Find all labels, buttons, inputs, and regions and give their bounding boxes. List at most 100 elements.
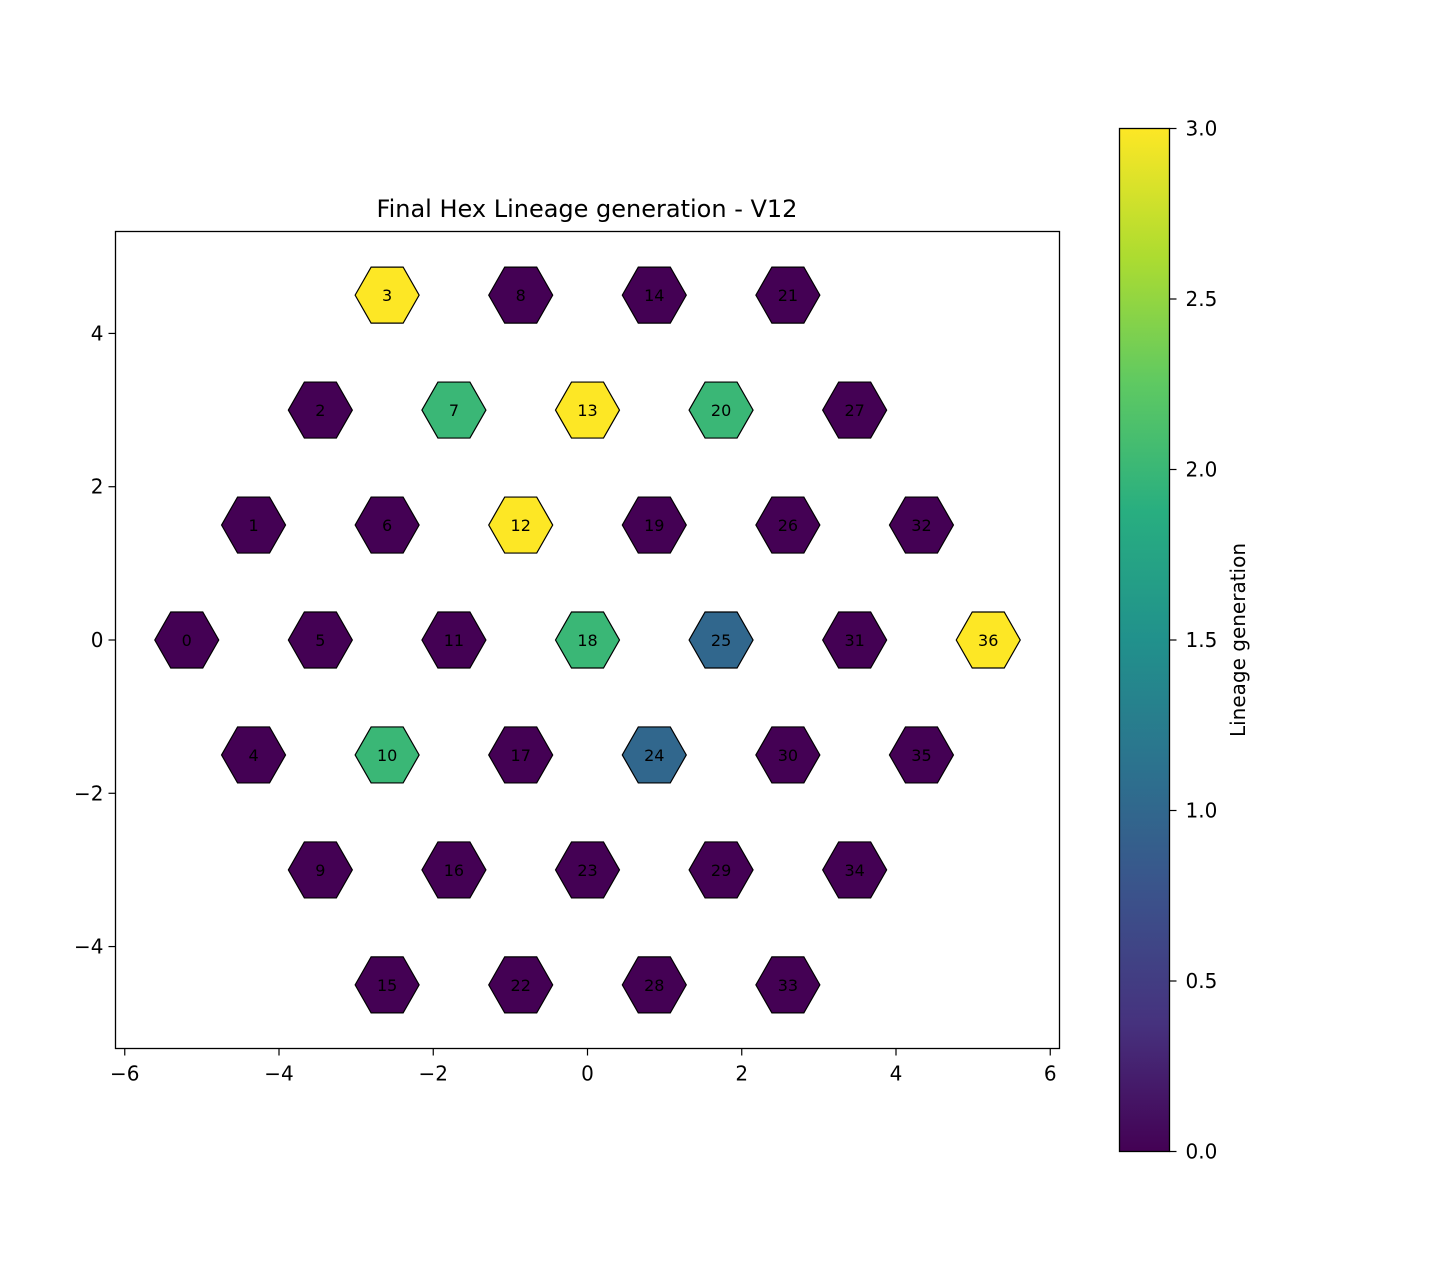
hex-cell-4 [220, 726, 287, 784]
hex-cell-28 [621, 956, 687, 1014]
hex-label-15: 15 [377, 976, 397, 995]
colorbar: 0.0 0.5 1.0 1.5 2.0 2.5 3.0 Lineage generation [1118, 117, 1250, 1164]
hex-label-31: 31 [844, 631, 864, 650]
hex-label-22: 22 [511, 976, 531, 995]
hex-cell-6 [354, 496, 420, 554]
hex-cell-16 [421, 841, 487, 899]
hex-cell-24 [621, 726, 687, 784]
hex-label-33: 33 [778, 976, 798, 995]
hex-cell-25 [688, 611, 754, 669]
hex-cell-18 [554, 611, 621, 669]
colorbar-tick-label: 2.0 [1186, 458, 1218, 482]
hex-cell-19 [621, 496, 687, 554]
hex-label-21: 21 [778, 286, 798, 305]
hex-cell-20 [688, 381, 754, 439]
hex-label-16: 16 [444, 861, 464, 880]
y-tick-label: 2 [91, 475, 104, 499]
hex-label-13: 13 [577, 401, 597, 420]
hex-cell-11 [421, 611, 487, 669]
hex-label-24: 24 [644, 746, 664, 765]
hex-cell-34 [821, 841, 888, 899]
hex-label-10: 10 [377, 746, 397, 765]
colorbar-tick-label: 1.5 [1186, 628, 1218, 652]
hex-cell-17 [488, 726, 554, 784]
hex-label-27: 27 [844, 401, 864, 420]
y-axis: −4 −2 0 2 4 [74, 321, 116, 959]
x-tick-label: 4 [890, 1062, 903, 1086]
colorbar-tick-label: 0.5 [1186, 969, 1218, 993]
hex-label-11: 11 [444, 631, 464, 650]
hex-cell-27 [821, 381, 888, 439]
hex-cell-36 [955, 611, 1021, 669]
hex-label-25: 25 [711, 631, 731, 650]
hex-cell-9 [287, 841, 354, 899]
hex-cell-14 [621, 266, 687, 324]
hex-label-32: 32 [911, 516, 931, 535]
hex-cell-1 [220, 496, 287, 554]
hex-cell-33 [755, 956, 821, 1014]
hex-label-35: 35 [911, 746, 931, 765]
y-tick-label: −4 [74, 935, 103, 959]
hex-label-36: 36 [978, 631, 998, 650]
hex-label-28: 28 [644, 976, 664, 995]
hex-cell-29 [688, 841, 754, 899]
chart-title: Final Hex Lineage generation - V12 [377, 195, 798, 223]
x-tick-label: 0 [581, 1062, 594, 1086]
hex-cell-7 [421, 381, 487, 439]
colorbar-gradient [1118, 127, 1171, 1153]
hex-cell-5 [287, 611, 354, 669]
hex-label-1: 1 [248, 516, 258, 535]
hex-label-3: 3 [382, 286, 392, 305]
colorbar-label: Lineage generation [1226, 543, 1250, 737]
hex-cell-21 [755, 266, 821, 324]
hex-label-2: 2 [315, 401, 325, 420]
hex-label-4: 4 [248, 746, 258, 765]
hex-label-6: 6 [382, 516, 392, 535]
hex-cell-26 [755, 496, 821, 554]
hex-label-12: 12 [511, 516, 531, 535]
hex-label-19: 19 [644, 516, 664, 535]
hex-cell-22 [488, 956, 554, 1014]
hex-label-26: 26 [778, 516, 798, 535]
hex-cell-8 [488, 266, 554, 324]
colorbar-tick-label: 1.0 [1186, 799, 1218, 823]
hex-cell-30 [755, 726, 821, 784]
hex-label-18: 18 [577, 631, 597, 650]
x-tick-label: 2 [735, 1062, 748, 1086]
y-tick-label: 0 [91, 628, 104, 652]
hex-cell-15 [354, 956, 420, 1014]
hex-label-20: 20 [711, 401, 731, 420]
hex-cell-10 [354, 726, 420, 784]
colorbar-tick-label: 0.0 [1186, 1140, 1218, 1164]
hex-label-5: 5 [315, 631, 325, 650]
hex-label-14: 14 [644, 286, 664, 305]
hex-label-7: 7 [449, 401, 459, 420]
hex-cell-32 [888, 496, 955, 554]
hex-label-0: 0 [182, 631, 192, 650]
hex-label-34: 34 [844, 861, 864, 880]
hex-label-23: 23 [577, 861, 597, 880]
x-tick-label: −4 [264, 1062, 293, 1086]
hex-cell-35 [888, 726, 955, 784]
hex-cell-12 [488, 496, 554, 554]
colorbar-tick-label: 2.5 [1186, 287, 1218, 311]
x-tick-label: 6 [1044, 1062, 1057, 1086]
hex-label-9: 9 [315, 861, 325, 880]
hex-label-30: 30 [778, 746, 798, 765]
y-tick-label: −2 [74, 781, 103, 805]
y-tick-label: 4 [91, 321, 104, 345]
hex-layer: 0123456789101112131415161718192021222324… [154, 266, 1021, 1014]
hex-cell-13 [554, 381, 621, 439]
hex-cell-23 [554, 841, 621, 899]
colorbar-ticks: 0.0 0.5 1.0 1.5 2.0 2.5 3.0 [1169, 117, 1218, 1164]
x-tick-label: −2 [419, 1062, 448, 1086]
hex-cell-3 [354, 266, 420, 324]
hex-cell-0 [154, 611, 220, 669]
hex-label-17: 17 [511, 746, 531, 765]
x-tick-label: −6 [110, 1062, 139, 1086]
x-axis: −6 −4 −2 0 2 4 6 [110, 1048, 1057, 1086]
hex-label-29: 29 [711, 861, 731, 880]
hex-cell-2 [287, 381, 354, 439]
colorbar-tick-label: 3.0 [1186, 117, 1218, 141]
